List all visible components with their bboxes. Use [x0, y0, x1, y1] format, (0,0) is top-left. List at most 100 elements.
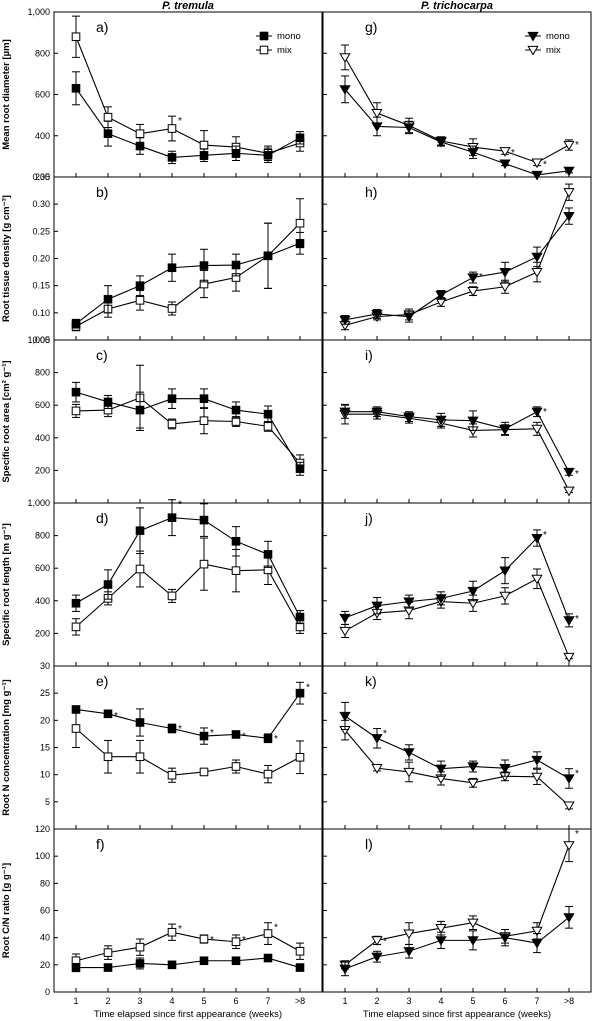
- data-point-mono: [231, 148, 241, 158]
- panel-label: j): [364, 510, 373, 526]
- data-point-mono: [499, 933, 511, 944]
- data-point-mono: [339, 964, 351, 975]
- series-line-mono: [75, 391, 301, 470]
- data-point-mono: [135, 959, 145, 968]
- data-point-mono: [295, 688, 305, 698]
- y-tick-label: 0.05: [32, 335, 50, 345]
- significance-star: *: [274, 923, 278, 934]
- data-point-mix: [135, 564, 145, 574]
- x-axis-title-right: Time elapsed since first appearance (wee…: [363, 1009, 551, 1020]
- data-point-mono: [435, 137, 447, 148]
- series-line-mix: [344, 729, 570, 807]
- data-point-mix: [467, 287, 479, 297]
- data-point-mono: [135, 281, 145, 290]
- significance-star: *: [178, 116, 182, 127]
- x-tick-label: 1: [342, 996, 347, 1006]
- data-point-mono: [499, 159, 511, 170]
- data-point-mix: [295, 622, 305, 632]
- data-point-mono: [295, 612, 305, 622]
- data-point-mix: [563, 486, 575, 497]
- y-tick-label: 600: [35, 400, 50, 410]
- data-point-mono: [103, 580, 113, 589]
- y-tick-label: 80: [40, 878, 50, 888]
- data-point-mix: [231, 937, 241, 947]
- data-point-mono: [403, 947, 415, 957]
- legend: mono mix: [525, 31, 570, 56]
- data-point-mono: [499, 764, 511, 774]
- y-axis-title: Mean root diameter [µm]: [1, 39, 12, 150]
- data-point-mono: [467, 148, 479, 158]
- data-point-mix: [71, 32, 81, 42]
- panel-label: f): [96, 836, 105, 852]
- x-tick-label: 7: [265, 996, 270, 1006]
- panel-label: d): [96, 510, 108, 526]
- panel-label: k): [365, 673, 377, 689]
- data-point-mono: [71, 84, 81, 93]
- panel-label: i): [365, 347, 373, 363]
- data-point-mono: [403, 412, 415, 423]
- legend-label-mono: mono: [277, 31, 301, 42]
- data-point-mix: [231, 566, 241, 575]
- panel-label: g): [365, 19, 377, 35]
- significance-star: *: [210, 728, 214, 739]
- data-point-mix: [371, 108, 383, 119]
- panel-label: c): [96, 347, 108, 363]
- data-point-mono: [339, 613, 351, 624]
- data-point-mix: [103, 752, 113, 762]
- data-point-mix: [167, 419, 177, 429]
- y-tick-label: 5: [45, 797, 50, 807]
- data-point-mono: [467, 416, 479, 427]
- x-tick-label: 2: [374, 996, 379, 1006]
- panel-h: h) *: [322, 176, 592, 341]
- significance-star: *: [178, 724, 182, 735]
- data-point-mono: [403, 597, 415, 608]
- y-tick-label: 800: [35, 368, 50, 378]
- data-point-mix: [563, 188, 575, 198]
- data-point-mono: [339, 711, 351, 722]
- y-axis-title: Root N concentration [mg g⁻¹]: [1, 679, 12, 815]
- data-point-mono: [403, 312, 415, 323]
- panel-label: e): [96, 673, 108, 689]
- data-point-mono: [135, 141, 145, 151]
- data-point-mono: [531, 939, 543, 949]
- panel-frame: [53, 339, 323, 504]
- data-point-mix: [263, 769, 273, 779]
- series-line-mix: [344, 845, 570, 966]
- y-tick-label: 0.25: [32, 226, 50, 236]
- panel-j: j) * *: [322, 502, 592, 667]
- panel-frame: [322, 828, 592, 993]
- panel-frame: [322, 339, 592, 504]
- panel-d: 200 400 600 800 1,000 Specific root length [m…: [1, 498, 323, 667]
- series-line-mix: [344, 578, 570, 658]
- data-point-mix: [135, 942, 145, 952]
- data-point-mono: [199, 151, 209, 160]
- panel-label: a): [96, 19, 108, 35]
- y-tick-label: 400: [35, 131, 50, 141]
- data-point-mono: [531, 755, 543, 766]
- y-tick-label: 25: [40, 688, 50, 698]
- panel-c: 200 400 600 800 1,000 Specific root area [cm²…: [1, 335, 323, 504]
- significance-star: *: [575, 769, 579, 780]
- y-tick-label: 30: [40, 661, 50, 671]
- data-point-mix: [295, 752, 305, 762]
- data-point-mono: [563, 166, 575, 177]
- y-axis-title: Specific root length [m g⁻¹]: [1, 523, 12, 646]
- data-point-mono: [199, 394, 209, 403]
- significance-star: *: [178, 500, 182, 511]
- data-point-mix: [403, 767, 415, 778]
- series-line-mono: [344, 537, 570, 621]
- data-point-mix: [199, 416, 209, 425]
- y-tick-label: 0.30: [32, 199, 50, 209]
- data-point-mono: [371, 309, 383, 320]
- y-tick-label: 120: [35, 824, 50, 834]
- x-axis-title-left: Time elapsed since first appearance (wee…: [94, 1009, 282, 1020]
- data-point-mono: [563, 913, 575, 923]
- x-tick-label: 3: [406, 996, 411, 1006]
- legend-marker-mix: [527, 45, 539, 56]
- data-point-mono: [295, 963, 305, 972]
- x-tick-label: 6: [502, 996, 507, 1006]
- significance-star: *: [210, 935, 214, 946]
- data-point-mix: [531, 772, 543, 783]
- data-point-mix: [563, 140, 575, 151]
